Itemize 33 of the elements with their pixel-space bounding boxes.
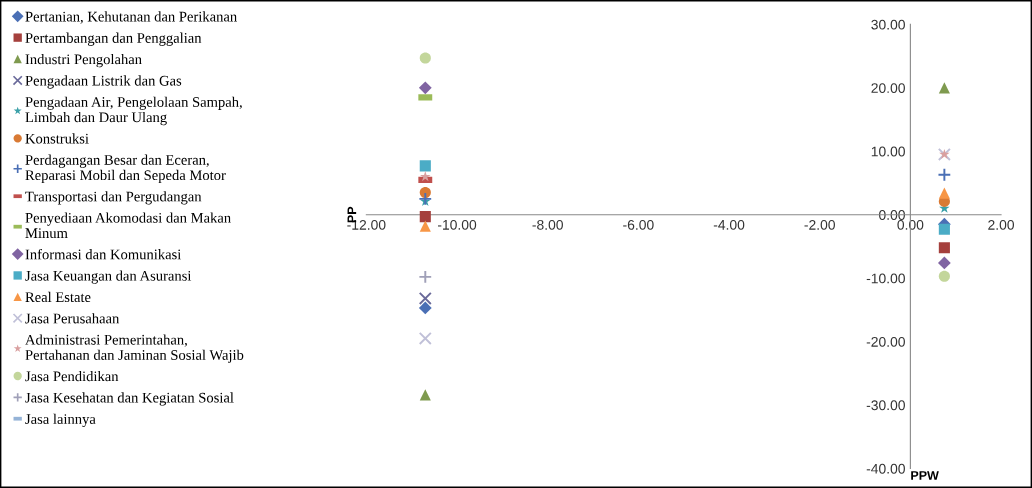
legend-label: Administrasi Pemerintahan, Pertahanan dan Jaminan Sosial Wajib bbox=[25, 334, 244, 363]
y-tick-label: -10.00 bbox=[866, 273, 905, 284]
x-tick-label: -2.00 bbox=[804, 219, 835, 230]
x-tick-label: -6.00 bbox=[623, 219, 654, 230]
legend-label: Real Estate bbox=[25, 291, 91, 303]
legend-label: Jasa Pendidikan bbox=[25, 370, 119, 382]
legend-label: Perdagangan Besar dan Eceran, Reparasi Mobil dan Sepeda Motor bbox=[25, 154, 226, 184]
y-tick-label: 10.00 bbox=[871, 146, 905, 157]
legend-label: Pengadaan Air, Pengelolaan Sampah, Limbah dan Daur Ulang bbox=[25, 96, 242, 126]
legend-label: Pertambangan dan Penggalian bbox=[25, 32, 202, 46]
legend-label: Jasa Keuangan dan Asuransi bbox=[25, 270, 192, 284]
legend-label: Pengadaan Listrik dan Gas bbox=[25, 75, 182, 89]
legend-label: Jasa Kesehatan dan Kegiatan Sosial bbox=[25, 392, 234, 406]
y-tick-label: -30.00 bbox=[866, 400, 905, 411]
legend-label: Industri Pengolahan bbox=[25, 53, 142, 68]
legend-label: Penyediaan Akomodasi dan Makan Minum bbox=[25, 212, 231, 239]
x-tick-label: -8.00 bbox=[532, 219, 563, 230]
y-tick-label: 20.00 bbox=[871, 83, 905, 94]
legend-label: Jasa Perusahaan bbox=[25, 313, 120, 324]
x-tick-label: 2.00 bbox=[988, 219, 1015, 230]
y-tick-label: 0.00 bbox=[879, 210, 905, 220]
y-tick-label: 30.00 bbox=[871, 19, 905, 30]
x-tick-label: -4.00 bbox=[713, 219, 745, 230]
x-tick-label: 0.00 bbox=[897, 219, 924, 230]
legend-label: Jasa lainnya bbox=[25, 413, 96, 427]
x-tick-label: -10.00 bbox=[437, 219, 477, 230]
legend-label: Pertanian, Kehutanan dan Perikanan bbox=[25, 11, 237, 24]
y-tick-label: -20.00 bbox=[866, 336, 905, 347]
legend-label: Konstruksi bbox=[25, 133, 89, 144]
legend-label: Transportasi dan Pergudangan bbox=[25, 191, 202, 205]
legend-label: Informasi dan Komunikasi bbox=[25, 248, 182, 260]
y-tick-label: -40.00 bbox=[866, 463, 905, 474]
x-axis-title: PPW bbox=[911, 471, 939, 480]
